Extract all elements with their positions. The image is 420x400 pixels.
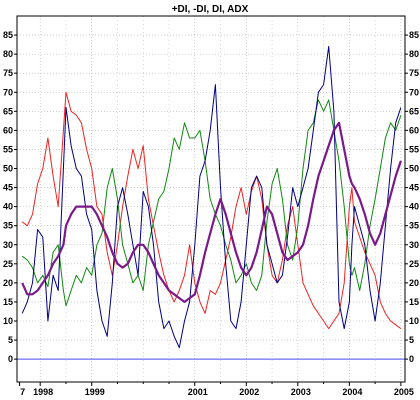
series-line-purple bbox=[21, 121, 402, 303]
x-tick-label: 2002 bbox=[239, 387, 259, 397]
y-tick-label: 15 bbox=[409, 297, 419, 307]
y-tick-label: 15 bbox=[3, 297, 13, 307]
y-tick-label: 60 bbox=[3, 125, 13, 135]
y-tick-label: 35 bbox=[3, 221, 13, 231]
y-tick-label: 30 bbox=[409, 240, 419, 250]
y-tick-label: 80 bbox=[409, 49, 419, 59]
y-axis-left: 0 5 10 15 20 25 30 35 40 45 50 55 60 65 70 75 80 85 bbox=[3, 30, 17, 364]
x-tick-label: 7 bbox=[20, 387, 25, 397]
y-tick-label: 50 bbox=[3, 164, 13, 174]
series-lines bbox=[21, 46, 402, 349]
y-tick-label: 45 bbox=[409, 183, 419, 193]
y-tick-label: 50 bbox=[409, 164, 419, 174]
y-tick-label: 40 bbox=[409, 202, 419, 212]
y-tick-label: 10 bbox=[409, 316, 419, 326]
y-tick-label: 80 bbox=[3, 49, 13, 59]
y-axis-right: 0 5 10 15 20 25 30 35 40 45 50 55 60 65 70 75 80 85 bbox=[405, 30, 419, 364]
y-tick-label: 55 bbox=[409, 144, 419, 154]
series-line-blue bbox=[21, 46, 402, 349]
y-tick-label: 5 bbox=[8, 335, 13, 345]
y-tick-label: 10 bbox=[3, 316, 13, 326]
chart-title: +DI, -DI, DI, ADX bbox=[172, 4, 249, 15]
x-tick-label: 2003 bbox=[291, 387, 311, 397]
x-axis: 7 1998 1999 2001 2002 2003 2004 2005 bbox=[19, 382, 414, 397]
y-tick-label: 25 bbox=[3, 259, 13, 269]
y-tick-label: 75 bbox=[3, 68, 13, 78]
y-tick-label: 85 bbox=[3, 30, 13, 40]
y-tick-label: 5 bbox=[409, 335, 414, 345]
y-tick-label: 55 bbox=[3, 144, 13, 154]
y-tick-label: 45 bbox=[3, 183, 13, 193]
y-tick-label: 65 bbox=[409, 106, 419, 116]
x-tick-label: 2004 bbox=[342, 387, 362, 397]
x-tick-label: 2005 bbox=[394, 387, 414, 397]
series-line-green bbox=[21, 99, 402, 307]
y-tick-label: 75 bbox=[409, 68, 419, 78]
y-tick-label: 35 bbox=[409, 221, 419, 231]
x-tick-label: 1999 bbox=[85, 387, 105, 397]
plot-frame bbox=[16, 15, 406, 383]
y-tick-label: 65 bbox=[3, 106, 13, 116]
y-tick-label: 0 bbox=[8, 354, 13, 364]
y-tick-label: 20 bbox=[3, 278, 13, 288]
y-tick-label: 70 bbox=[409, 87, 419, 97]
series-line-red bbox=[21, 91, 402, 330]
y-tick-label: 60 bbox=[409, 125, 419, 135]
y-tick-label: 70 bbox=[3, 87, 13, 97]
y-tick-label: 40 bbox=[3, 202, 13, 212]
y-tick-label: 85 bbox=[409, 30, 419, 40]
x-tick-label: 2001 bbox=[188, 387, 208, 397]
y-tick-label: 30 bbox=[3, 240, 13, 250]
y-tick-label: 25 bbox=[409, 259, 419, 269]
y-tick-label: 20 bbox=[409, 278, 419, 288]
x-tick-label: 1998 bbox=[33, 387, 53, 397]
y-tick-label: 0 bbox=[409, 354, 414, 364]
